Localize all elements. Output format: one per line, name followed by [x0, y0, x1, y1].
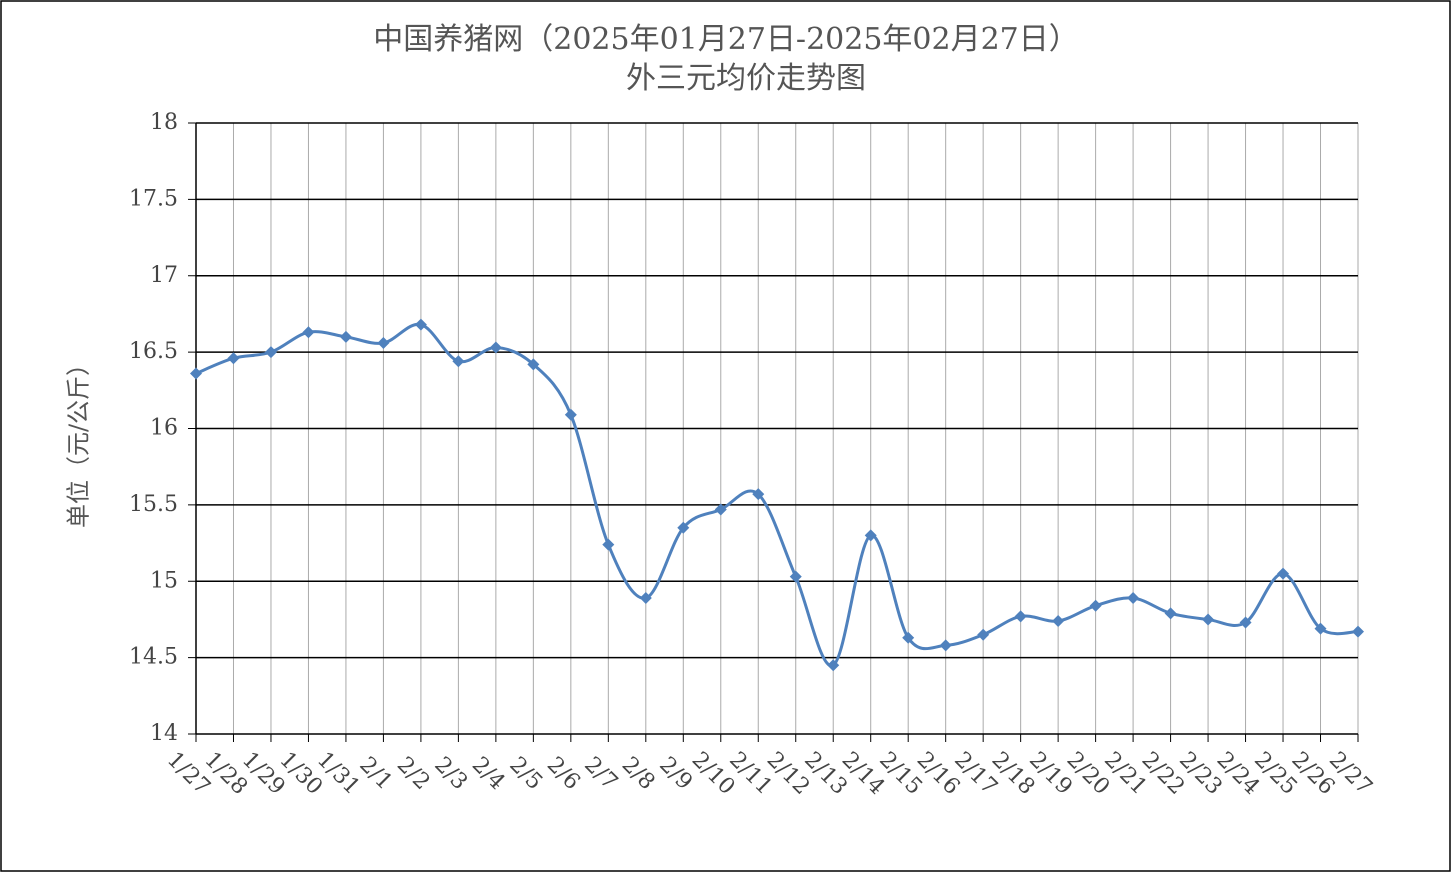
chart-title: 中国养猪网（2025年01月27日-2025年02月27日） — [373, 22, 1079, 57]
point-marker — [939, 639, 952, 652]
point-marker — [1052, 614, 1065, 627]
point-marker — [377, 336, 390, 349]
y-tick-label: 14.5 — [129, 645, 178, 670]
point-marker — [339, 330, 352, 343]
point-marker — [1314, 622, 1327, 635]
point-marker — [864, 529, 877, 542]
point-marker — [264, 346, 277, 359]
y-tick-label: 17 — [150, 263, 178, 288]
point-marker — [227, 352, 240, 365]
point-marker — [1239, 616, 1252, 629]
point-marker — [489, 341, 502, 354]
y-tick-label: 14 — [150, 721, 178, 746]
series-line — [195, 322, 1359, 667]
point-marker — [1164, 607, 1177, 620]
point-marker — [902, 631, 915, 644]
point-marker — [752, 488, 765, 501]
point-marker — [1014, 610, 1027, 623]
point-marker — [190, 367, 202, 380]
point-marker — [564, 408, 577, 421]
point-marker — [414, 318, 427, 331]
point-marker — [789, 570, 802, 583]
point-marker — [1127, 592, 1140, 605]
y-axis-label: 单位（元/公斤） — [65, 352, 93, 528]
point-marker — [677, 521, 690, 534]
point-marker — [1352, 625, 1364, 638]
point-marker — [1202, 613, 1215, 626]
point-marker — [639, 592, 652, 605]
point-marker — [1089, 599, 1102, 612]
point-marker — [602, 538, 615, 551]
point-marker — [452, 355, 465, 368]
y-tick-label: 16.5 — [129, 339, 178, 364]
y-tick-label: 16 — [150, 416, 178, 441]
y-tick-label: 17.5 — [129, 186, 178, 211]
point-marker — [827, 659, 840, 672]
y-tick-label: 15.5 — [129, 492, 178, 517]
point-marker — [1277, 567, 1290, 580]
chart-subtitle: 外三元均价走势图 — [626, 61, 866, 96]
point-marker — [302, 326, 315, 339]
point-marker — [527, 358, 540, 371]
point-marker — [977, 628, 990, 641]
y-tick-label: 18 — [150, 110, 178, 135]
y-tick-label: 15 — [150, 568, 178, 593]
point-marker — [714, 503, 727, 516]
